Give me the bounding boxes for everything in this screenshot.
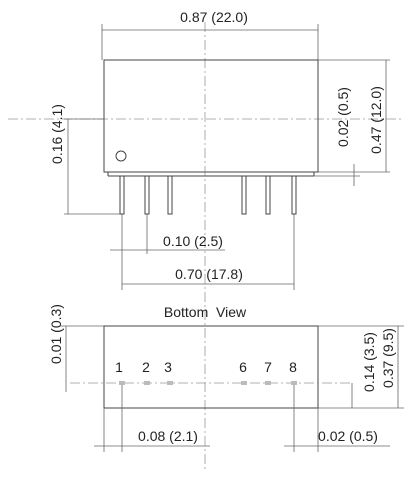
- module-body: [103, 59, 319, 173]
- body-depth-label: 0.37 (9.5): [380, 328, 396, 388]
- pin-height-label: 0.16 (4.1): [49, 104, 65, 164]
- bottom-pin-pads: [119, 381, 297, 385]
- row-offset-label: 0.14 (3.5): [361, 332, 377, 392]
- pin1-offset-label: 0.08 (2.1): [138, 428, 198, 444]
- pin1-marker: [115, 150, 127, 162]
- side-pin-3: [167, 175, 173, 215]
- standoff-label: 0.02 (0.5): [335, 87, 351, 147]
- overall-width-label: 0.87 (22.0): [180, 9, 248, 25]
- bottom-view-title: Bottom View: [164, 304, 247, 320]
- pin-number: 1: [115, 359, 123, 375]
- pin-number: 2: [142, 359, 150, 375]
- side-pin-2: [144, 175, 150, 215]
- pin-number: 7: [264, 359, 272, 375]
- side-pin-6: [241, 175, 247, 215]
- pin8-offset-label: 0.02 (0.5): [318, 428, 378, 444]
- side-pin-8: [291, 175, 297, 215]
- pin-number: 3: [164, 359, 172, 375]
- pin-span-label: 0.70 (17.8): [175, 266, 243, 282]
- side-pin-7: [265, 175, 271, 215]
- pin-number: 8: [289, 359, 297, 375]
- left-offset-label: 0.01 (0.3): [48, 304, 64, 364]
- pin-number: 6: [239, 359, 247, 375]
- pin-pitch-label: 0.10 (2.5): [163, 233, 223, 249]
- side-pin-1: [119, 175, 125, 215]
- overall-height-label: 0.47 (12.0): [368, 86, 384, 154]
- side-pins: [119, 175, 297, 215]
- bottom-view-body: [103, 325, 319, 409]
